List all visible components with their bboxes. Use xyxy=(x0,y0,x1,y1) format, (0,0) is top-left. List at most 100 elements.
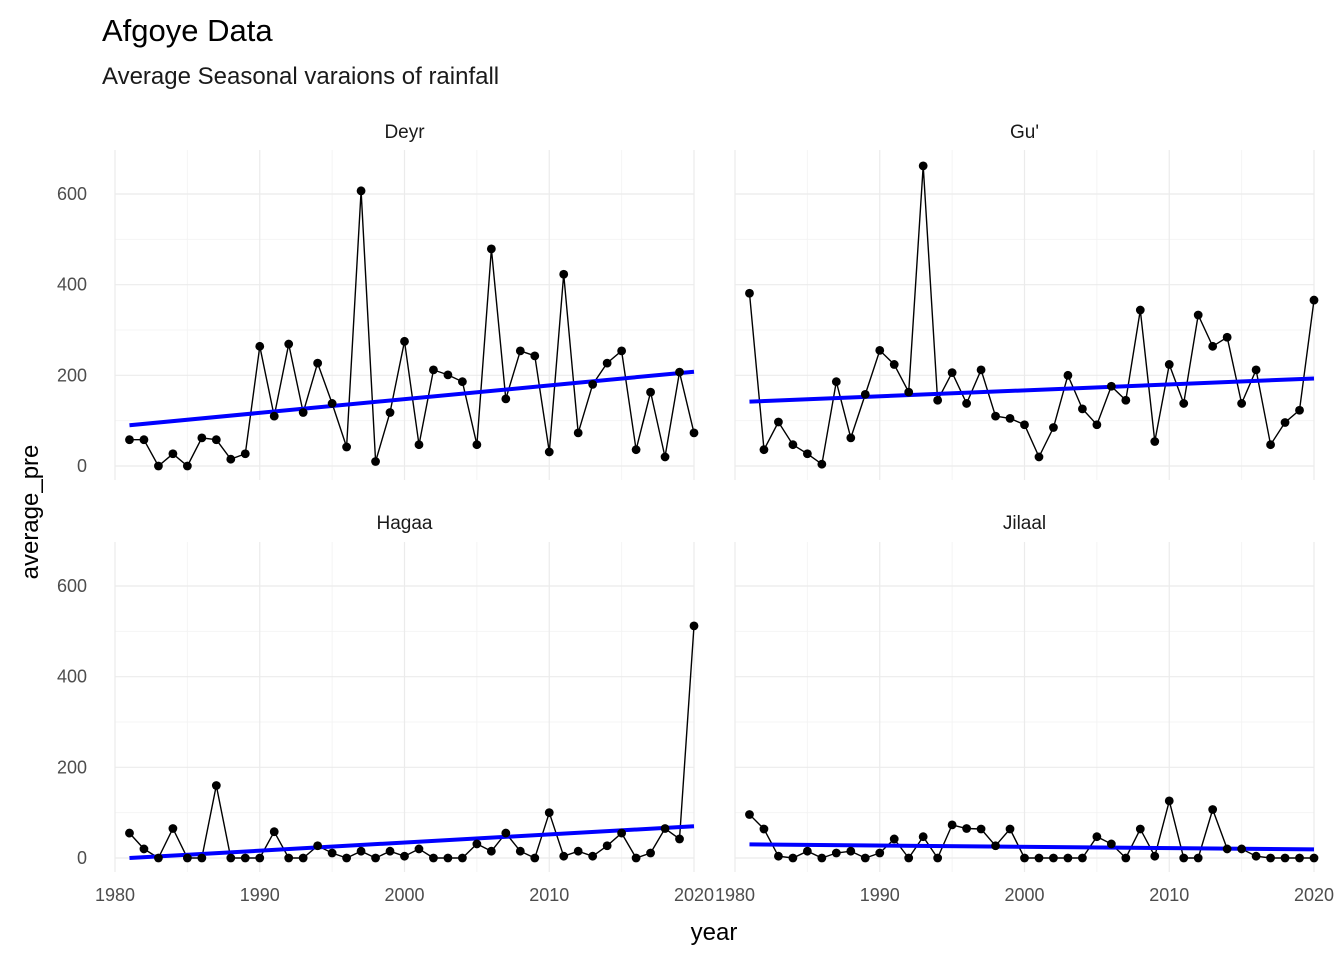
data-point xyxy=(1005,414,1015,423)
data-point xyxy=(371,853,380,863)
data-point xyxy=(182,461,192,471)
x-tick-label: 2000 xyxy=(1004,885,1044,905)
data-point xyxy=(1121,395,1131,405)
data-point xyxy=(1049,423,1058,432)
data-point xyxy=(443,370,453,380)
data-point xyxy=(443,853,453,863)
x-tick-label: 2000 xyxy=(384,885,424,905)
data-point xyxy=(646,848,655,858)
data-point xyxy=(846,433,856,443)
data-point xyxy=(501,394,511,404)
data-point xyxy=(918,832,928,842)
data-point xyxy=(774,417,783,427)
x-tick-label: 2010 xyxy=(529,885,569,905)
data-point xyxy=(831,377,841,387)
data-point xyxy=(817,853,827,863)
data-point xyxy=(991,841,1000,851)
series-line xyxy=(748,165,1315,466)
data-point xyxy=(429,853,438,863)
data-point xyxy=(486,846,496,856)
data-point xyxy=(602,841,612,851)
data-point xyxy=(515,346,525,356)
data-point xyxy=(1266,853,1275,863)
data-point xyxy=(356,186,366,196)
data-point xyxy=(1280,853,1290,863)
data-point xyxy=(918,161,928,171)
data-point xyxy=(1309,295,1319,305)
y-tick-label: 600 xyxy=(57,576,87,596)
chart-title: Afgoye Data xyxy=(102,13,273,48)
x-tick-label: 1980 xyxy=(715,885,755,905)
data-point xyxy=(385,408,395,417)
data-point xyxy=(745,810,754,819)
data-point xyxy=(689,428,699,438)
panel-strip-label: Hagaa xyxy=(377,513,433,534)
data-point xyxy=(1193,310,1203,320)
data-point xyxy=(298,853,308,863)
data-point xyxy=(788,853,798,863)
data-point xyxy=(1208,341,1218,351)
panel-strip-label: Jilaal xyxy=(1003,513,1046,534)
y-tick-label: 200 xyxy=(57,365,87,385)
data-point xyxy=(904,853,914,863)
data-point xyxy=(211,435,221,445)
data-point xyxy=(962,399,971,408)
data-point xyxy=(327,399,337,408)
data-point xyxy=(1063,853,1073,863)
trend-line xyxy=(129,824,695,860)
data-point xyxy=(602,358,612,368)
data-point xyxy=(889,834,899,844)
data-point xyxy=(976,365,986,375)
data-point xyxy=(774,851,783,861)
data-point xyxy=(342,442,351,452)
data-point xyxy=(414,844,424,854)
data-point xyxy=(559,851,569,861)
data-point xyxy=(414,440,424,450)
panel-hagaa: Hagaa 0 200 400 600 1980 1990 2000 2010 2020 xyxy=(57,513,714,905)
data-point xyxy=(1078,853,1087,863)
data-point xyxy=(1078,404,1087,414)
data-point xyxy=(486,244,496,254)
data-point xyxy=(154,853,163,863)
data-point xyxy=(1150,437,1160,446)
data-point xyxy=(1309,853,1319,863)
data-point xyxy=(846,846,856,856)
data-point xyxy=(313,841,323,851)
data-point xyxy=(327,848,337,858)
data-point xyxy=(1135,824,1145,834)
trend-line xyxy=(749,842,1315,852)
data-point xyxy=(1092,832,1102,842)
data-point xyxy=(226,454,236,464)
data-point xyxy=(197,433,207,443)
panel-strip-label: Deyr xyxy=(384,122,425,143)
data-point xyxy=(1049,853,1058,863)
y-tick-label: 200 xyxy=(57,757,87,777)
series-line xyxy=(129,190,695,468)
data-point xyxy=(472,839,482,849)
data-point xyxy=(573,846,583,856)
data-point xyxy=(211,781,221,790)
data-point xyxy=(559,269,569,279)
data-point xyxy=(1063,370,1073,380)
data-point xyxy=(356,846,366,856)
data-point xyxy=(1208,805,1218,814)
data-point xyxy=(284,339,294,349)
data-point xyxy=(515,846,525,856)
data-point xyxy=(1092,420,1102,430)
data-point xyxy=(1237,844,1247,854)
data-point xyxy=(125,435,134,445)
data-point xyxy=(1150,851,1160,861)
series-line xyxy=(128,625,695,860)
data-point xyxy=(1295,405,1304,415)
data-point xyxy=(588,380,598,389)
panel-strip-label: Gu' xyxy=(1010,122,1039,143)
data-point xyxy=(947,368,957,378)
data-point xyxy=(646,387,655,397)
data-point xyxy=(298,408,308,417)
data-point xyxy=(1222,844,1232,854)
data-point xyxy=(962,824,971,833)
data-point xyxy=(269,827,279,837)
data-point xyxy=(125,828,134,838)
data-point xyxy=(1193,853,1203,863)
x-tick-label: 1980 xyxy=(95,885,135,905)
